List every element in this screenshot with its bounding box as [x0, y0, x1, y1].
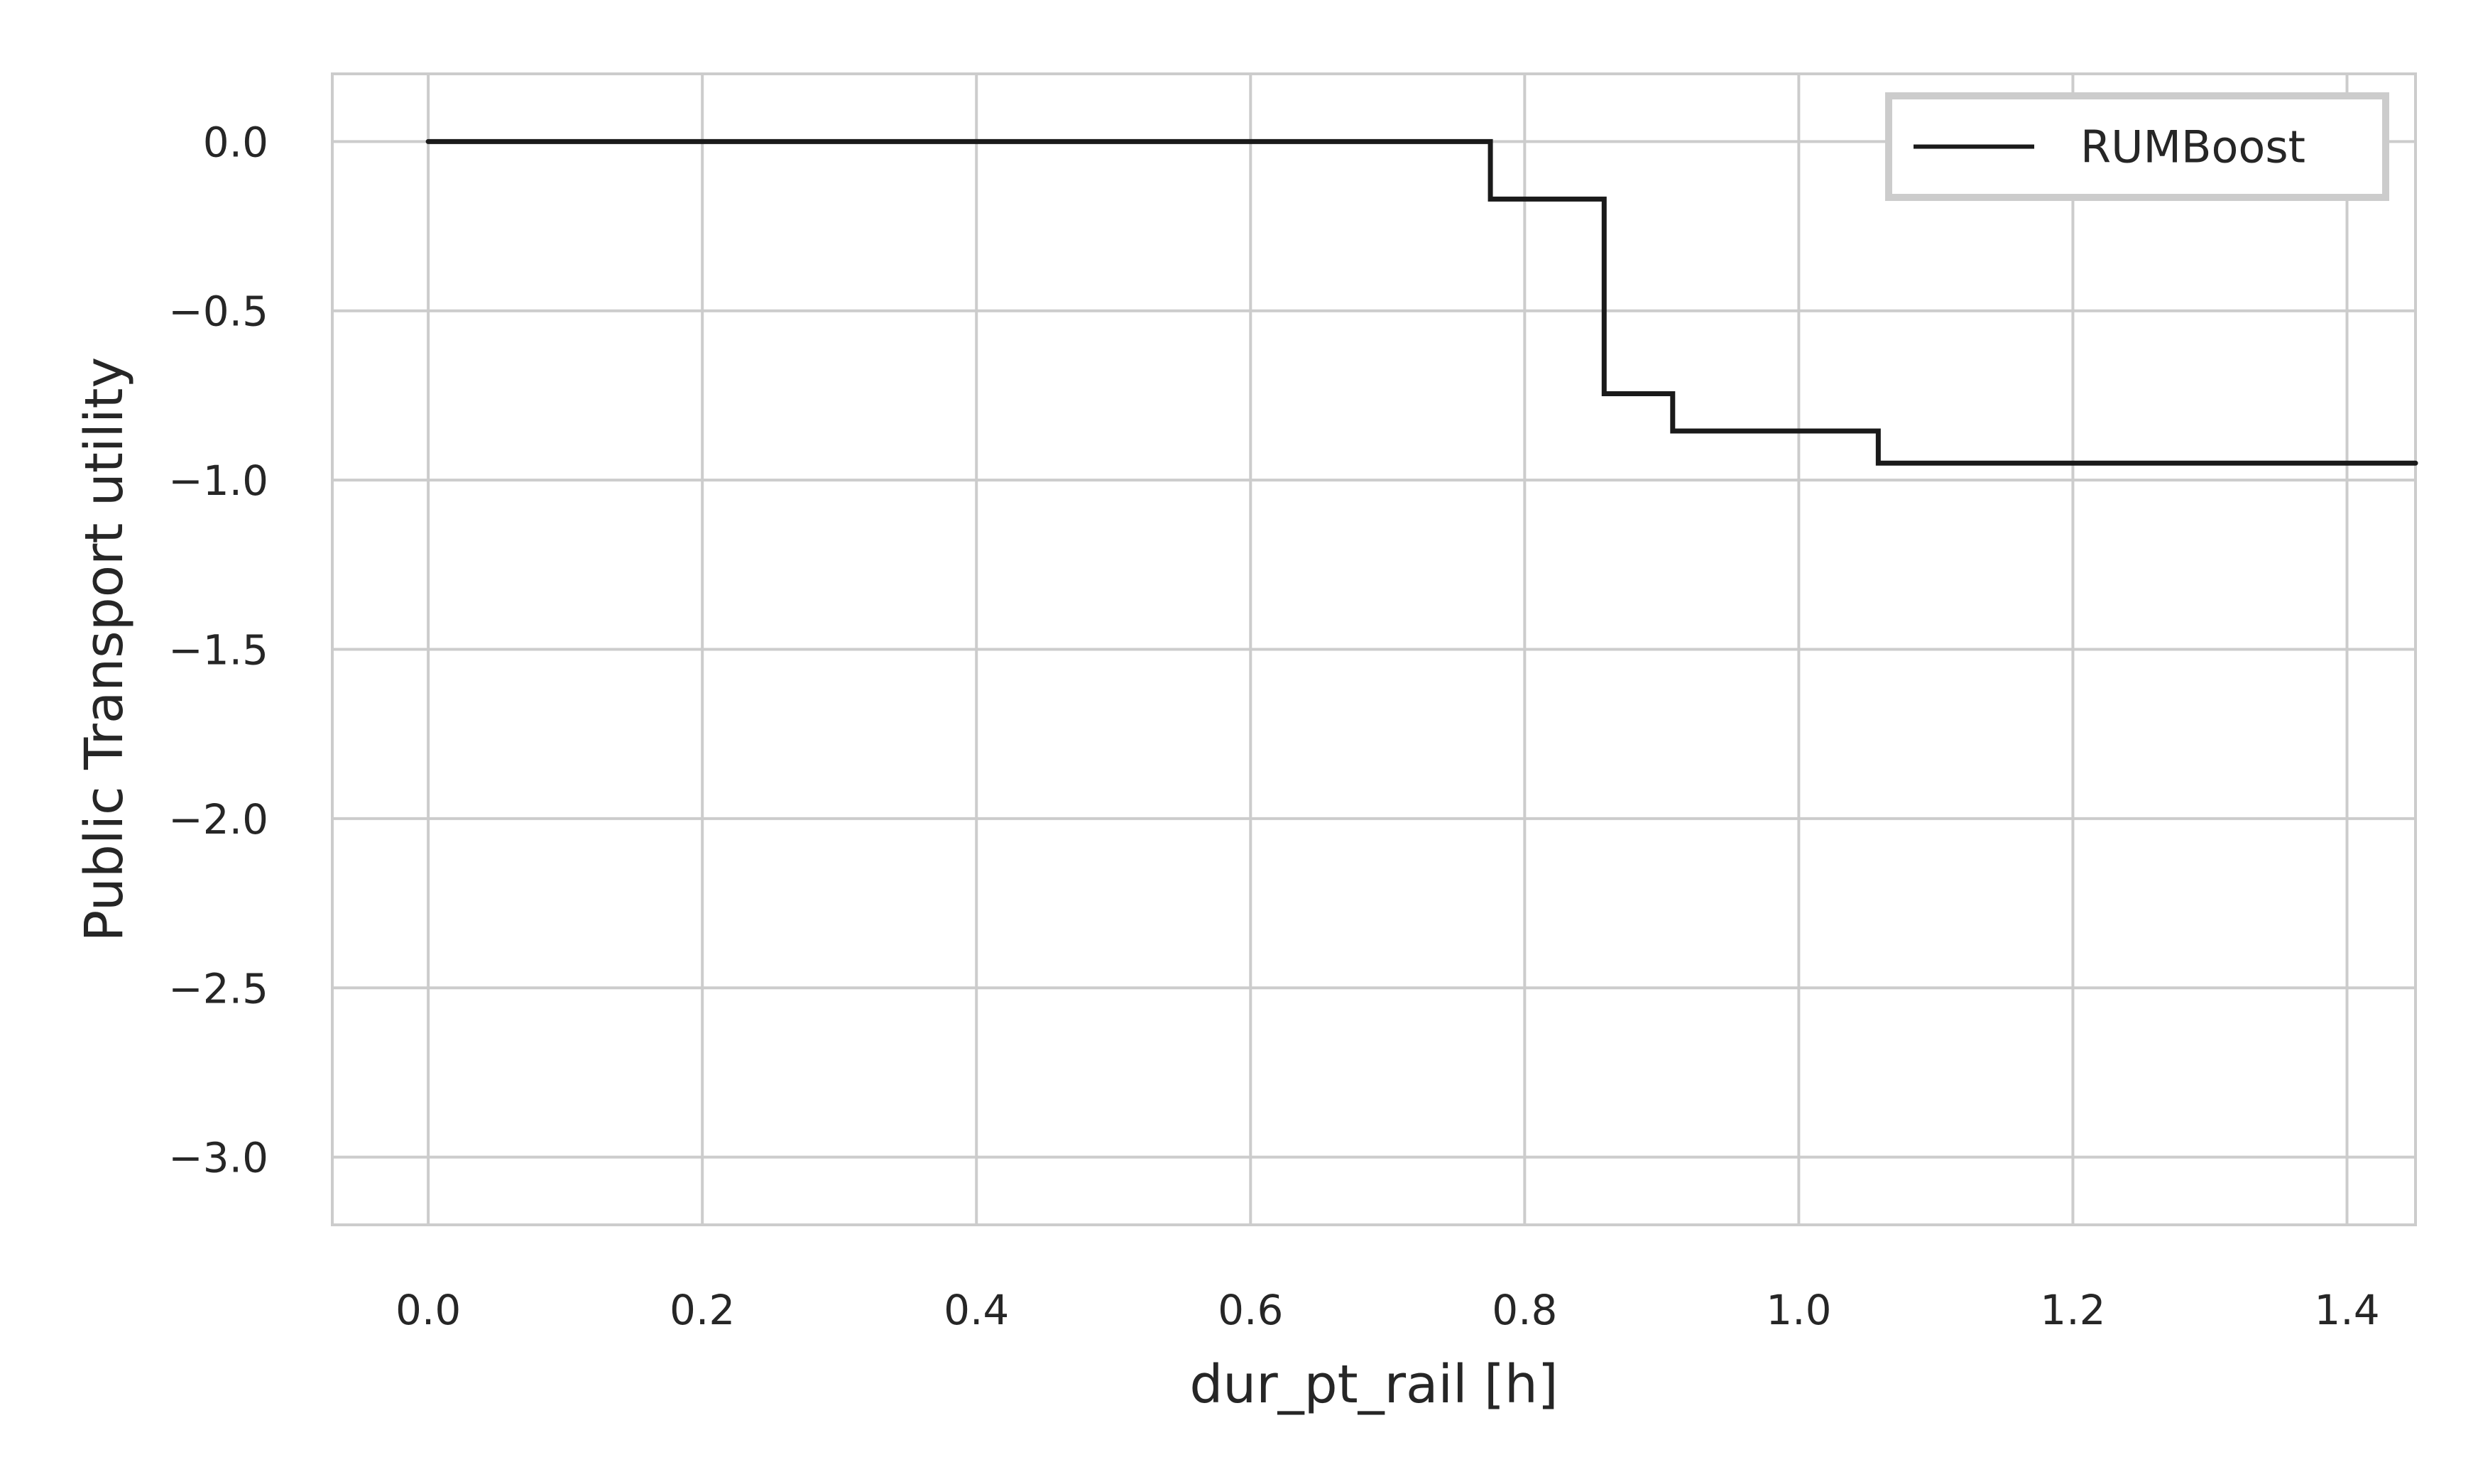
y-tick-label: −1.0	[168, 457, 268, 505]
y-tick-label: −1.5	[168, 626, 268, 675]
legend: RUMBoost	[1885, 92, 2389, 201]
grid	[332, 74, 2416, 1225]
x-tick-label: 1.2	[2040, 1286, 2105, 1334]
y-tick-label: 0.0	[203, 118, 268, 166]
y-tick-label: −2.5	[168, 964, 268, 1013]
series-line-rumboost	[425, 138, 2418, 466]
x-tick-label: 0.6	[1218, 1286, 1283, 1334]
x-tick-label: 0.8	[1492, 1286, 1557, 1334]
y-tick-label: −3.0	[168, 1134, 268, 1182]
plot-frame	[331, 72, 2417, 1226]
y-axis-label: Public Transport utility	[74, 357, 135, 942]
y-tick-labels: 0.0 −0.5 −1.0 −1.5 −2.0 −2.5 −3.0	[168, 118, 268, 1182]
y-tick-label: −2.0	[168, 795, 268, 844]
x-axis-label: dur_pt_rail [h]	[1189, 1354, 1558, 1415]
legend-label: RUMBoost	[2080, 121, 2305, 173]
x-tick-labels: 0.0 0.2 0.4 0.6 0.8 1.0 1.2 1.4	[395, 1286, 2380, 1334]
x-tick-label: 1.0	[1766, 1286, 1831, 1334]
x-tick-label: 0.4	[944, 1286, 1009, 1334]
series-layer	[425, 138, 2418, 466]
x-tick-label: 0.2	[670, 1286, 735, 1334]
x-tick-label: 1.4	[2314, 1286, 2379, 1334]
y-tick-label: −0.5	[168, 288, 268, 336]
x-tick-label: 0.0	[395, 1286, 461, 1334]
